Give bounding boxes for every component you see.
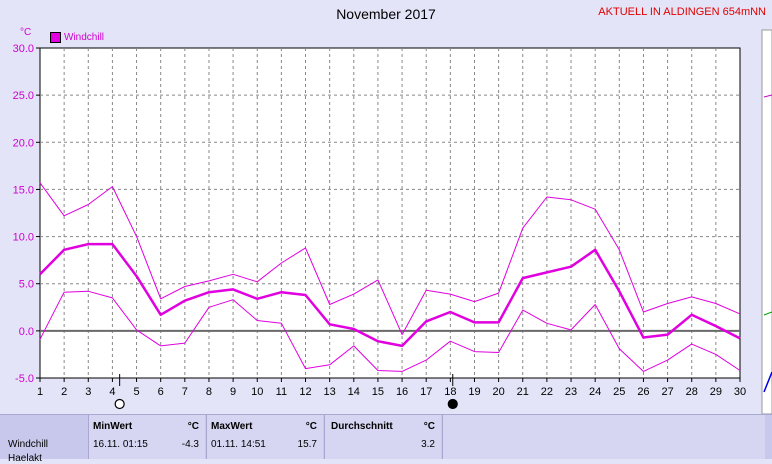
x-tick-label: 9 [230, 386, 236, 398]
avg-unit: °C [423, 421, 435, 432]
y-tick-label: 20.0 [13, 137, 34, 149]
y-tick-label: 10.0 [13, 232, 34, 244]
min-cell: MinWert °C 16.11. 01:15 -4.3 [88, 415, 205, 459]
x-tick-label: 2 [61, 386, 67, 398]
avg-header: Durchschnitt [331, 421, 393, 432]
new-moon-marker [447, 398, 458, 410]
adjacent-trace [763, 94, 772, 98]
x-tick-label: 30 [734, 386, 746, 398]
x-tick-label: 24 [589, 386, 601, 398]
max-unit: °C [305, 421, 317, 432]
chart: 30.025.020.015.010.05.00.0-5.01 2 3 4 5 6 7 8 9 1… [13, 29, 772, 414]
x-tick-label: 17 [420, 386, 432, 398]
series-line-max [39, 182, 741, 336]
avg-value: 3.2 [421, 439, 435, 450]
x-tick-label: 12 [299, 386, 311, 398]
x-tick-label: 1 [37, 386, 43, 398]
x-tick-label: 18 [444, 386, 456, 398]
series-line-average [39, 242, 741, 348]
x-tick-label: 7 [182, 386, 188, 398]
x-tick-label: 16 [396, 386, 408, 398]
y-tick-label: -5.0 [15, 373, 34, 385]
min-value: -4.3 [181, 439, 199, 450]
x-tick-label: 6 [158, 386, 164, 398]
max-header: MaxWert [211, 421, 253, 432]
row-label-2: Haelakt [8, 453, 42, 464]
plot-area [39, 47, 741, 379]
x-tick-label: 10 [251, 386, 263, 398]
y-axis-unit: °C [20, 27, 32, 38]
min-unit: °C [187, 421, 199, 432]
y-tick-label: 15.0 [13, 184, 34, 196]
x-tick-label: 29 [710, 386, 722, 398]
stats-table: Windchill Haelakt MinWert °C 16.11. 01:1… [0, 414, 772, 464]
x-tick-label: 19 [468, 386, 480, 398]
x-tick-label: 23 [565, 386, 577, 398]
legend-label: Windchill [64, 32, 105, 43]
max-time: 01.11. 14:51 [211, 439, 266, 450]
x-tick-label: 25 [613, 386, 625, 398]
adjacent-trace [763, 371, 772, 393]
legend: Windchill [50, 32, 104, 43]
station-label: AKTUELL IN ALDINGEN 654mNN [598, 6, 766, 18]
x-tick-label: 26 [637, 386, 649, 398]
legend-swatch [50, 32, 61, 43]
avg-cell: Durchschnitt °C 3.2 [324, 415, 441, 459]
x-tick-label: 22 [541, 386, 553, 398]
y-tick-label: 5.0 [19, 279, 34, 291]
max-value: 15.7 [297, 439, 317, 450]
x-tick-label: 14 [348, 386, 360, 398]
max-cell: MaxWert °C 01.11. 14:51 15.7 [206, 415, 323, 459]
series-line-min [39, 290, 741, 372]
x-tick-label: 3 [85, 386, 91, 398]
y-tick-label: 25.0 [13, 90, 34, 102]
full-moon-marker [114, 398, 125, 410]
min-header: MinWert [93, 421, 133, 432]
adjacent-panel [761, 29, 772, 414]
x-tick-label: 28 [686, 386, 698, 398]
adjacent-trace [763, 311, 772, 316]
x-tick-label: 21 [517, 386, 529, 398]
min-time: 16.11. 01:15 [93, 439, 148, 450]
x-tick-label: 15 [372, 386, 384, 398]
x-tick-label: 8 [206, 386, 212, 398]
y-tick-label: 0.0 [19, 326, 34, 338]
y-tick-label: 30.0 [13, 43, 34, 55]
chart-title: November 2017 [336, 6, 436, 22]
x-tick-label: 27 [661, 386, 673, 398]
x-tick-label: 5 [133, 386, 139, 398]
x-tick-label: 11 [276, 386, 287, 398]
empty-cell [442, 415, 765, 459]
x-tick-label: 4 [109, 386, 115, 398]
x-tick-label: 20 [492, 386, 504, 398]
x-tick-label: 13 [324, 386, 336, 398]
row-label: Windchill [8, 439, 49, 450]
